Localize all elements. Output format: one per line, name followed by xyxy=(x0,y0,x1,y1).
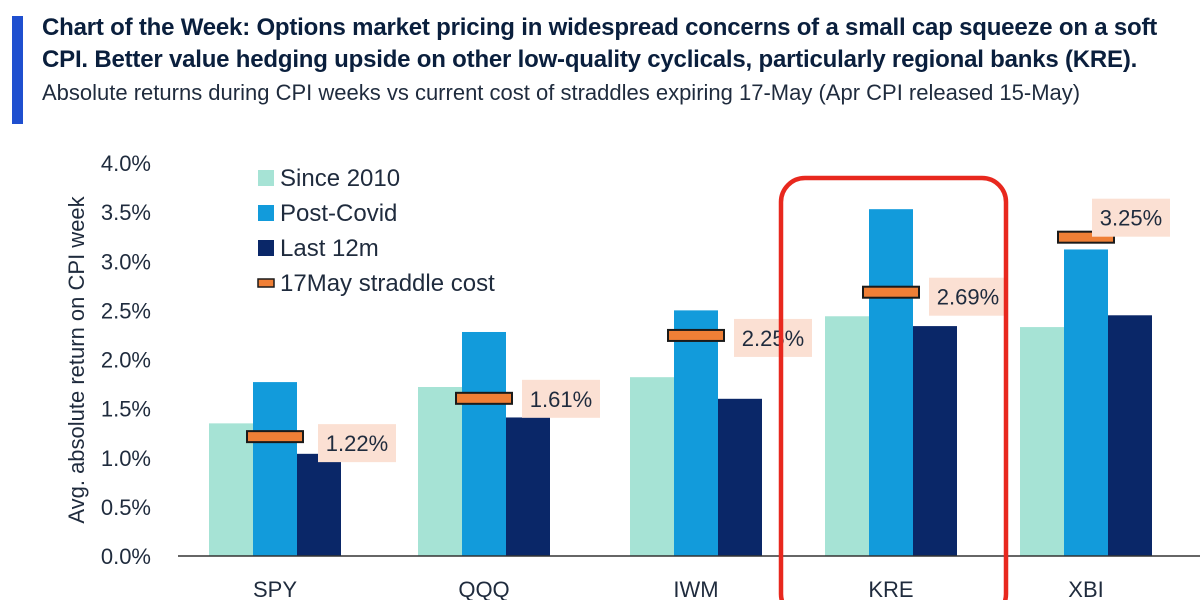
bar-kre-last-12m xyxy=(913,326,957,556)
legend-label: Since 2010 xyxy=(280,165,400,192)
chart-title-line-2: CPI. Better value hedging upside on othe… xyxy=(42,46,1138,73)
straddle-label: 3.25% xyxy=(1100,206,1162,231)
x-tick-label: IWM xyxy=(673,577,718,600)
legend-swatch xyxy=(258,170,274,186)
kre-highlight-box xyxy=(778,175,1009,600)
straddle-marker xyxy=(1057,230,1115,244)
chart-subtitle: Absolute returns during CPI weeks vs cur… xyxy=(42,80,1081,105)
bar-spy-post-covid xyxy=(253,382,297,556)
straddle-label-bg xyxy=(929,277,1007,316)
bar-qqq-since-2010 xyxy=(418,387,462,556)
legend-label: Post-Covid xyxy=(280,200,397,227)
y-tick-label: 0.0% xyxy=(101,544,151,569)
bar-xbi-last-12m xyxy=(1108,315,1152,556)
bar-xbi-post-covid xyxy=(1064,249,1108,556)
legend-label: Last 12m xyxy=(280,235,379,262)
legend-swatch xyxy=(258,205,274,221)
y-tick-label: 1.5% xyxy=(101,397,151,422)
straddle-marker xyxy=(862,285,920,299)
straddle-marker xyxy=(455,391,513,405)
straddle-label-bg xyxy=(318,424,396,463)
straddle-label-bg xyxy=(734,318,812,357)
straddle-label: 1.22% xyxy=(326,431,388,456)
straddle-marker xyxy=(246,430,304,444)
straddle-label: 2.69% xyxy=(937,285,999,310)
bar-kre-post-covid xyxy=(869,209,913,557)
legend-swatch xyxy=(257,278,275,288)
straddle-label: 2.25% xyxy=(742,326,804,351)
bar-xbi-since-2010 xyxy=(1020,327,1064,556)
bar-iwm-post-covid xyxy=(674,310,718,556)
x-tick-label: XBI xyxy=(1068,577,1103,600)
bar-spy-last-12m xyxy=(297,453,341,556)
chart-title-line-1: Chart of the Week: Options market pricin… xyxy=(42,14,1158,41)
x-tick-label: QQQ xyxy=(458,577,509,600)
y-tick-label: 2.0% xyxy=(101,348,151,373)
y-tick-label: 4.0% xyxy=(101,151,151,176)
bar-kre-since-2010 xyxy=(825,316,869,556)
x-tick-label: KRE xyxy=(868,577,913,600)
y-axis-title: Avg. absolute return on CPI week xyxy=(64,195,89,523)
straddle-label-bg xyxy=(522,379,600,418)
bar-qqq-last-12m xyxy=(506,417,550,556)
straddle-label: 1.61% xyxy=(530,387,592,412)
x-tick-label: SPY xyxy=(253,577,297,600)
bar-iwm-last-12m xyxy=(718,398,762,556)
bar-qqq-post-covid xyxy=(462,331,506,556)
y-tick-label: 0.5% xyxy=(101,495,151,520)
chart-title: Chart of the Week: Options market pricin… xyxy=(42,12,1192,76)
straddle-label-bg xyxy=(1092,198,1170,237)
bar-iwm-since-2010 xyxy=(630,377,674,556)
legend-swatch xyxy=(258,240,274,256)
y-tick-label: 3.0% xyxy=(101,249,151,274)
title-accent-bar xyxy=(12,16,23,124)
straddle-marker xyxy=(667,328,725,342)
y-tick-label: 3.5% xyxy=(101,200,151,225)
y-tick-label: 1.0% xyxy=(101,446,151,471)
legend-label: 17May straddle cost xyxy=(280,270,495,297)
bar-spy-since-2010 xyxy=(209,423,253,556)
y-tick-label: 2.5% xyxy=(101,298,151,323)
